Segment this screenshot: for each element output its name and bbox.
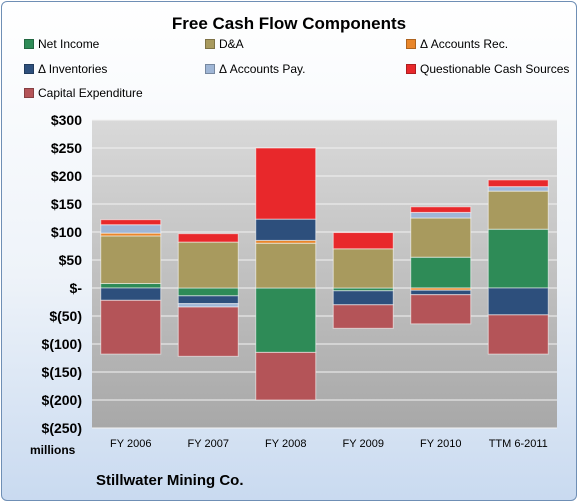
bar-fy-2009-d-a	[332, 248, 394, 289]
y-tick-label: $(250)	[42, 420, 82, 436]
bar-fy-2007-capital-expenditure	[177, 306, 239, 357]
legend-item-d-a: D&A	[205, 37, 244, 51]
bar-fy-2008-capital-expenditure	[255, 351, 317, 401]
legend-label: Net Income	[38, 37, 100, 51]
legend-label: Δ Accounts Rec.	[420, 37, 509, 51]
bar-fy-2010-d-a	[410, 217, 472, 258]
legend-swatch	[24, 64, 34, 74]
legend-swatch	[406, 39, 416, 49]
bar-ttm-6-2011-delta-inventories	[487, 287, 549, 316]
bar-fy-2009-delta-inventories	[332, 290, 394, 306]
legend-swatch	[406, 64, 416, 74]
bars	[100, 147, 549, 401]
bar-fy-2008-d-a	[255, 242, 317, 289]
legend-item-questionable-cash-sources: Questionable Cash Sources	[406, 62, 569, 76]
bar-fy-2006-net-income	[100, 283, 162, 289]
x-tick-label: FY 2007	[188, 438, 229, 450]
bar-fy-2010-delta-inventories	[410, 289, 472, 296]
bar-fy-2006-capital-expenditure	[100, 299, 162, 355]
x-tick-label: TTM 6-2011	[489, 438, 548, 450]
legend-item-delta-inventories: Δ Inventories	[24, 62, 107, 76]
legend-label: Δ Accounts Pay.	[219, 62, 306, 76]
legend-swatch	[205, 39, 215, 49]
x-tick-label: FY 2006	[110, 438, 151, 450]
bar-fy-2008-questionable-cash-sources	[255, 147, 317, 220]
x-tick-label: FY 2009	[343, 438, 384, 450]
bar-fy-2006-questionable-cash-sources	[100, 219, 162, 226]
y-tick-label: $150	[51, 196, 82, 212]
y-tick-label: $100	[51, 224, 82, 240]
bar-fy-2006-d-a	[100, 235, 162, 285]
y-tick-label: $(150)	[42, 364, 82, 380]
legend-swatch	[24, 88, 34, 98]
legend-label: Δ Inventories	[38, 62, 108, 76]
y-tick-label: $(200)	[42, 392, 82, 408]
y-tick-label: $200	[51, 168, 82, 184]
gridlines	[92, 119, 557, 429]
x-tick-label: FY 2008	[265, 438, 306, 450]
legend-label: Questionable Cash Sources	[420, 62, 570, 76]
bar-fy-2010-net-income	[410, 256, 472, 289]
y-tick-label: $300	[51, 112, 82, 128]
x-axis-ticks: FY 2006 FY 2007 FY 2008 FY 2009 FY 2010 TTM 6…	[110, 438, 548, 450]
legend-item-net-income: Net Income	[24, 37, 99, 51]
bar-ttm-6-2011-questionable-cash-sources	[487, 179, 549, 188]
y-tick-label: $(100)	[42, 336, 82, 352]
y-axis-label: millions	[30, 443, 76, 457]
bar-fy-2007-net-income	[177, 287, 239, 297]
y-tick-label: $250	[51, 140, 82, 156]
bar-ttm-6-2011-net-income	[487, 228, 549, 289]
legend-swatch	[24, 39, 34, 49]
bar-fy-2010-capital-expenditure	[410, 294, 472, 325]
bar-fy-2009-capital-expenditure	[332, 304, 394, 329]
legend-item-capital-expenditure: Capital Expenditure	[24, 86, 143, 100]
y-tick-label: $(50)	[49, 308, 82, 324]
legend-item-delta-accounts-rec: Δ Accounts Rec.	[406, 37, 508, 51]
bar-ttm-6-2011-capital-expenditure	[487, 314, 549, 355]
y-axis-ticks: $300 $250 $200 $150 $100 $50 $- $(50) $(100) $(15…	[42, 112, 83, 436]
plot-area	[92, 120, 557, 428]
bar-fy-2010-questionable-cash-sources	[410, 206, 472, 213]
legend-swatch	[205, 64, 215, 74]
chart-title: Free Cash Flow Components	[171, 14, 407, 33]
bar-ttm-6-2011-d-a	[487, 190, 549, 230]
bar-fy-2007-delta-accounts-pay	[177, 303, 239, 308]
bar-ttm-6-2011-delta-accounts-pay	[487, 186, 549, 192]
bar-fy-2006-delta-inventories	[100, 287, 162, 301]
bar-fy-2007-d-a	[177, 241, 239, 289]
bar-fy-2010-delta-accounts-pay	[410, 211, 472, 219]
legend-label: Capital Expenditure	[38, 86, 143, 100]
legend-label: D&A	[219, 37, 244, 51]
y-tick-label: $-	[70, 280, 83, 296]
x-tick-label: FY 2010	[420, 438, 461, 450]
company-name: Stillwater Mining Co.	[96, 472, 244, 489]
bar-fy-2008-delta-inventories	[255, 218, 317, 241]
y-tick-label: $50	[59, 252, 83, 268]
bar-fy-2007-questionable-cash-sources	[177, 233, 239, 243]
bar-fy-2009-questionable-cash-sources	[332, 232, 394, 250]
bar-fy-2007-delta-inventories	[177, 295, 239, 305]
bar-fy-2006-delta-accounts-pay	[100, 224, 162, 234]
bar-fy-2008-net-income	[255, 287, 317, 353]
legend-item-delta-accounts-pay: Δ Accounts Pay.	[205, 62, 306, 76]
